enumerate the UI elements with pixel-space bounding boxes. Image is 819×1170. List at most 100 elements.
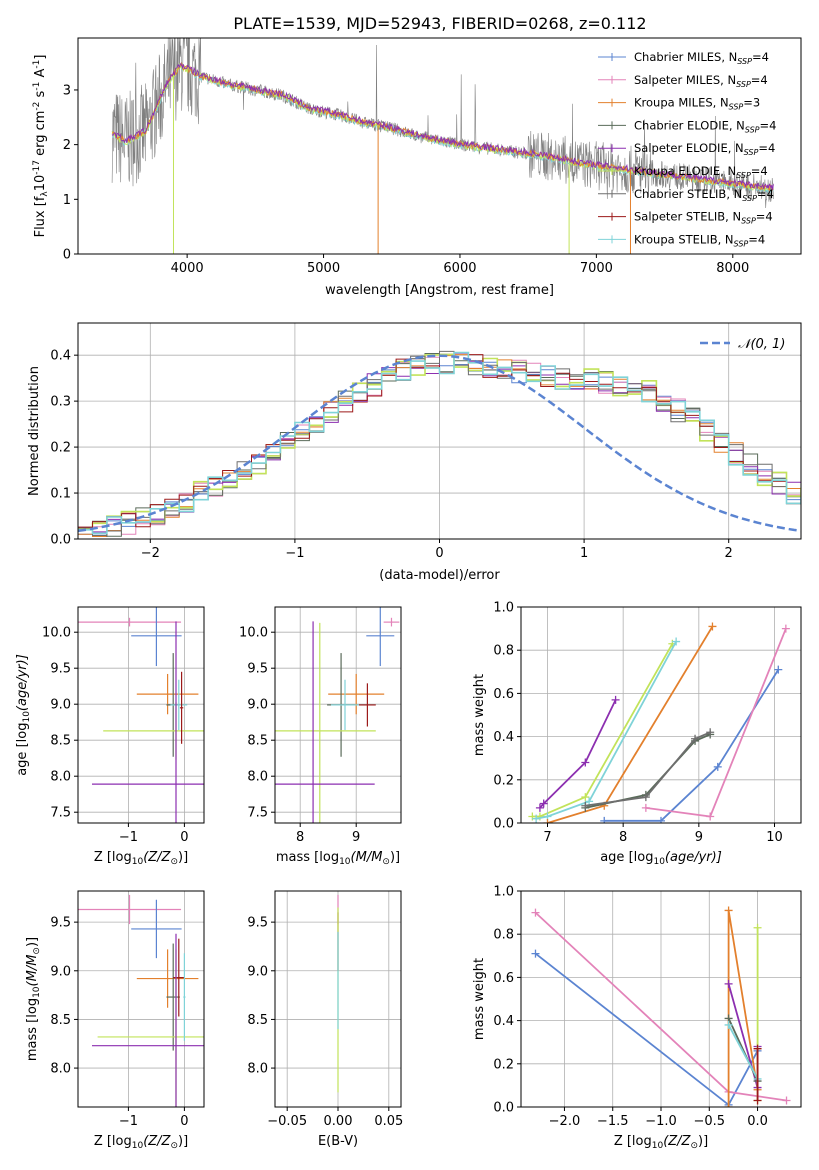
weight-point xyxy=(585,797,594,806)
x-axis-label: mass [log10(M/M⊙)] xyxy=(276,850,400,867)
model-spectrum-line xyxy=(111,62,774,191)
y-axis-label: mass weight xyxy=(472,674,487,756)
y-tick-label: 0.2 xyxy=(50,441,71,456)
x-tick-label: −2 xyxy=(141,546,160,561)
legend-label: Kroupa ELODIE, NSSP=4 xyxy=(634,164,768,180)
normal-curve xyxy=(78,354,801,533)
x-axis-label: Z [log10(Z/Z⊙)] xyxy=(94,1134,188,1151)
plot-area-residuals xyxy=(78,323,801,539)
y-tick-label: 0.6 xyxy=(493,687,514,702)
y-tick-label: 2 xyxy=(63,138,71,153)
x-tick-label: 10 xyxy=(766,830,783,845)
y-tick-label: 8.0 xyxy=(50,1062,71,1077)
y-tick-label: 9.5 xyxy=(50,916,71,931)
error-point xyxy=(183,953,186,1041)
weight-point xyxy=(600,816,609,823)
weight-point xyxy=(543,819,552,823)
x-tick-label: 8 xyxy=(296,830,304,845)
y-tick-label: 0.1 xyxy=(50,487,71,502)
axes-frame xyxy=(77,606,205,824)
y-tick-label: 8.5 xyxy=(247,734,268,749)
y-tick-label: 8.0 xyxy=(50,770,71,785)
x-tick-label: 8000 xyxy=(716,261,749,276)
y-tick-label: 8.5 xyxy=(50,1013,71,1028)
error-point xyxy=(170,679,188,731)
y-tick-label: 0.6 xyxy=(493,971,514,986)
x-tick-label: 0 xyxy=(180,830,188,845)
y-axis-label: age [log10(age/yr)] xyxy=(15,654,32,776)
weight-point xyxy=(724,1103,733,1107)
weight-point xyxy=(539,799,548,808)
plot-area-age_vs_Z xyxy=(78,607,204,823)
legend-label: Salpeter ELODIE, NSSP=4 xyxy=(634,141,775,157)
x-axis-label: (data-model)/error xyxy=(379,568,500,583)
weight-point xyxy=(611,695,620,704)
weight-line xyxy=(534,952,759,1107)
x-axis-label: Z [log10(Z/Z⊙)] xyxy=(614,1134,708,1151)
axes-mass_vs_Z: −1 0 8.0 8.5 9.0 9.5 Z [log10(Z/Z⊙)] mass [log1… xyxy=(25,890,205,1151)
x-tick-label: −1 xyxy=(285,546,304,561)
y-axis-label: Normed distribution xyxy=(27,366,42,496)
x-tick-label: 9 xyxy=(695,830,703,845)
y-tick-label: 9.5 xyxy=(50,662,71,677)
legend-label: Kroupa STELIB, NSSP=4 xyxy=(634,232,765,248)
error-point xyxy=(359,683,376,727)
legend-label: Chabrier STELIB, NSSP=4 xyxy=(634,187,774,203)
y-tick-label: 8.0 xyxy=(247,1062,268,1077)
x-tick-label: 1 xyxy=(580,546,588,561)
weight-point xyxy=(782,1096,791,1105)
error-point xyxy=(131,899,182,959)
error-point xyxy=(78,617,182,627)
weight-point xyxy=(708,622,717,631)
x-axis-label: age [log10(age/yr)] xyxy=(600,850,722,867)
x-tick-label: 0 xyxy=(180,1114,188,1129)
y-tick-label: 1 xyxy=(63,193,71,208)
weight-point xyxy=(724,979,733,988)
weight-line xyxy=(535,641,677,820)
x-tick-label: 5000 xyxy=(307,261,340,276)
legend-label: Chabrier ELODIE, NSSP=4 xyxy=(634,118,776,134)
y-tick-label: 9.0 xyxy=(247,964,268,979)
axes-frame xyxy=(274,606,402,824)
weight-point xyxy=(531,949,540,958)
error-point xyxy=(131,607,182,667)
axes-frame xyxy=(77,890,205,1108)
error-point xyxy=(136,673,199,715)
error-point xyxy=(179,671,184,744)
x-tick-label: 8 xyxy=(619,830,627,845)
y-tick-label: 9.5 xyxy=(247,662,268,677)
x-axis-label: Z [log10(Z/Z⊙)] xyxy=(94,850,188,867)
weight-point xyxy=(535,803,544,812)
weight-point xyxy=(581,801,590,810)
y-tick-label: 0.0 xyxy=(493,1101,514,1116)
x-tick-label: 0 xyxy=(435,546,443,561)
x-tick-label: 2 xyxy=(725,546,733,561)
error-point xyxy=(331,679,359,731)
x-tick-label: −0.05 xyxy=(267,1114,307,1129)
y-tick-label: 9.5 xyxy=(247,916,268,931)
axes-spectrum: 4000 5000 6000 7000 8000 0 1 2 3 wavelength [Angs… xyxy=(32,37,802,298)
weight-line xyxy=(604,669,780,822)
x-tick-label: −1 xyxy=(119,830,138,845)
weight-point xyxy=(724,906,733,915)
error-point xyxy=(383,617,400,627)
y-tick-label: 7.5 xyxy=(50,806,71,821)
y-tick-label: 9.0 xyxy=(247,698,268,713)
legend: Chabrier MILES, NSSP=4 Salpeter MILES, NS… xyxy=(598,50,776,248)
x-tick-label: −1 xyxy=(119,1114,138,1129)
weight-point xyxy=(781,624,790,633)
error-point xyxy=(328,673,385,715)
x-tick-label: −1.5 xyxy=(597,1114,629,1129)
weight-point xyxy=(532,814,541,823)
legend-label: Salpeter STELIB, NSSP=4 xyxy=(634,210,773,226)
x-tick-label: 6000 xyxy=(443,261,476,276)
error-point xyxy=(173,938,185,1017)
weight-point xyxy=(753,923,762,932)
plot-area-weight_vs_Z xyxy=(521,891,801,1107)
y-tick-label: 0 xyxy=(63,248,71,263)
error-point xyxy=(275,622,376,823)
axes-residuals: −2 −1 0 1 2 0.0 0.1 0.2 0.3 0.4 𝒩(0, 1) (data-model… xyxy=(27,322,802,583)
x-tick-label: 7000 xyxy=(580,261,613,276)
y-tick-label: 8.5 xyxy=(247,1013,268,1028)
